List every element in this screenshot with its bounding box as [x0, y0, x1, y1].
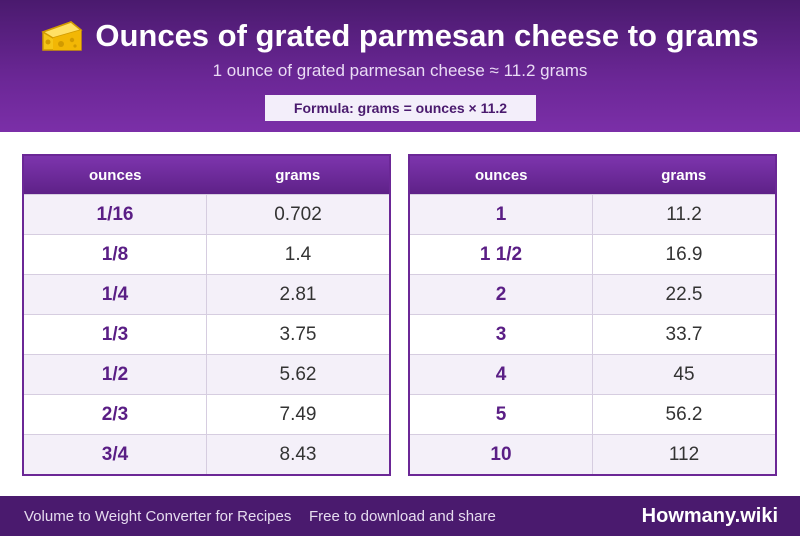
brand-logo-text[interactable]: Howmany.wiki — [641, 504, 778, 527]
grams-cell: 45 — [673, 363, 695, 385]
table-row: 1/3 3.75 — [24, 314, 389, 354]
ounces-cell: 1/2 — [24, 355, 207, 394]
grams-cell: 16.9 — [665, 243, 703, 265]
grams-cell: 2.81 — [279, 283, 317, 305]
column-header-ounces: ounces — [88, 166, 142, 184]
table-body: 1/16 0.702 1/8 1.4 1/4 2.81 1/3 3.75 1/2 5.62… — [24, 194, 389, 474]
ounces-cell: 1/8 — [24, 235, 207, 274]
ounces-cell: 4 — [410, 355, 593, 394]
ounces-cell: 3/4 — [24, 435, 207, 474]
ounces-cell: 3 — [410, 315, 593, 354]
table-row: 1/4 2.81 — [24, 274, 389, 314]
column-header-ounces: ounces — [474, 166, 528, 184]
table-header: ounces grams — [410, 156, 775, 194]
conversion-table-left: ounces grams 1/16 0.702 1/8 1.4 1/4 2.81 1/… — [22, 154, 391, 476]
page-title: Ounces of grated parmesan cheese to gram… — [95, 18, 759, 53]
grams-cell: 8.43 — [279, 443, 317, 465]
ounces-cell: 10 — [410, 435, 593, 474]
ounces-cell: 5 — [410, 395, 593, 434]
page-subtitle: 1 ounce of grated parmesan cheese ≈ 11.2… — [212, 61, 588, 80]
table-row: 1 11.2 — [410, 194, 775, 234]
column-header-grams: grams — [275, 166, 321, 184]
footer-converter-text: Volume to Weight Converter for Recipes — [24, 507, 292, 525]
grams-cell: 33.7 — [665, 323, 703, 345]
header: Ounces of grated parmesan cheese to gram… — [0, 0, 800, 132]
table-row: 4 45 — [410, 354, 775, 394]
grams-cell: 7.49 — [279, 403, 317, 425]
grams-cell: 11.2 — [666, 203, 702, 225]
table-row: 1/8 1.4 — [24, 234, 389, 274]
ounces-cell: 2 — [410, 275, 593, 314]
ounces-cell: 1 1/2 — [410, 235, 593, 274]
cheese-icon — [41, 18, 83, 54]
table-row: 5 56.2 — [410, 394, 775, 434]
grams-cell: 56.2 — [665, 403, 703, 425]
formula-box: Formula: grams = ounces × 11.2 — [265, 95, 536, 121]
grams-cell: 22.5 — [665, 283, 703, 305]
table-row: 3 33.7 — [410, 314, 775, 354]
table-body: 1 11.2 1 1/2 16.9 2 22.5 3 33.7 4 45 5 56.2 10… — [410, 194, 775, 474]
grams-cell: 112 — [668, 443, 700, 465]
ounces-cell: 2/3 — [24, 395, 207, 434]
grams-cell: 3.75 — [279, 323, 317, 345]
grams-cell: 1.4 — [284, 243, 312, 265]
ounces-cell: 1/16 — [24, 195, 207, 234]
grams-cell: 0.702 — [274, 203, 322, 225]
footer-share-text: Free to download and share — [309, 507, 496, 525]
title-row: Ounces of grated parmesan cheese to gram… — [0, 14, 800, 58]
table-row: 1/16 0.702 — [24, 194, 389, 234]
column-header-grams: grams — [661, 166, 707, 184]
ounces-cell: 1 — [410, 195, 593, 234]
conversion-table-right: ounces grams 1 11.2 1 1/2 16.9 2 22.5 3 33.7… — [408, 154, 777, 476]
table-row: 1/2 5.62 — [24, 354, 389, 394]
table-row: 10 112 — [410, 434, 775, 474]
table-row: 2/3 7.49 — [24, 394, 389, 434]
table-row: 3/4 8.43 — [24, 434, 389, 474]
table-row: 2 22.5 — [410, 274, 775, 314]
footer: Volume to Weight Converter for Recipes F… — [0, 496, 800, 536]
table-row: 1 1/2 16.9 — [410, 234, 775, 274]
table-header: ounces grams — [24, 156, 389, 194]
grams-cell: 5.62 — [279, 363, 317, 385]
ounces-cell: 1/4 — [24, 275, 207, 314]
ounces-cell: 1/3 — [24, 315, 207, 354]
